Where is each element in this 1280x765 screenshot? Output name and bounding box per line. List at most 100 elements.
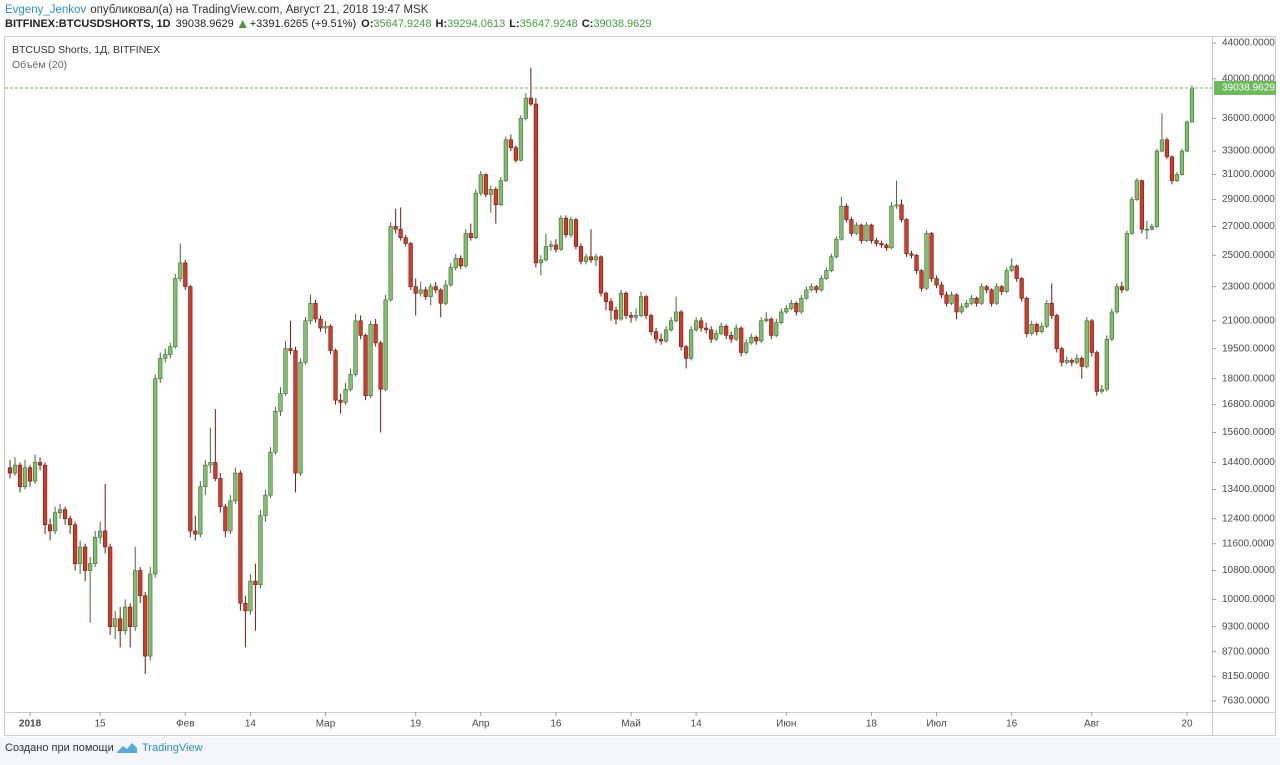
candle-body: [734, 327, 739, 340]
candle-body: [904, 219, 909, 255]
candle-body: [128, 606, 133, 627]
candle-body: [984, 286, 989, 291]
candle-body: [243, 602, 248, 612]
candle-body: [1139, 180, 1144, 230]
candle-body: [198, 486, 203, 535]
y-tick-label: 36000.0000: [1222, 113, 1275, 124]
candle-body: [323, 325, 328, 329]
brand[interactable]: TradingView: [142, 742, 203, 754]
candle-body: [809, 286, 814, 291]
candle-body: [1184, 121, 1190, 152]
candle-body: [178, 262, 183, 279]
candle-body: [909, 253, 914, 256]
high-label: H:: [436, 18, 448, 30]
candle-body: [32, 462, 38, 482]
x-tick-label: 15: [95, 719, 107, 730]
close-label: C:: [582, 18, 594, 30]
x-tick-label: 16: [1006, 719, 1018, 730]
y-tick-label: 8700.0000: [1222, 646, 1270, 657]
candle-body: [313, 303, 318, 320]
candle-body: [844, 205, 849, 220]
candle-body: [533, 103, 538, 264]
brand-logo[interactable]: [117, 743, 137, 753]
candle-body: [518, 118, 523, 161]
y-tick-label: 12400.0000: [1222, 513, 1275, 524]
candle-body: [744, 342, 749, 353]
candle-body: [303, 320, 308, 363]
y-tick-label: 23000.0000: [1222, 281, 1275, 292]
candle-body: [1179, 150, 1185, 175]
candle-body: [468, 233, 473, 239]
candle-body: [133, 570, 138, 627]
candle-body: [979, 286, 984, 304]
candle-body: [488, 189, 493, 195]
candle-body: [483, 174, 488, 195]
candle-body: [333, 350, 338, 401]
candle-body: [804, 289, 809, 299]
symbol-line: BITFINEX:BTCUSDSHORTS, 1D 39038.9629 +3391…: [5, 18, 652, 30]
up-arrow: [238, 20, 247, 28]
footer-text: Создано при помощи: [5, 742, 114, 754]
candle-body: [458, 258, 463, 267]
candle-body: [919, 270, 924, 289]
candle-body: [228, 500, 233, 532]
x-tick-label: 19: [410, 719, 422, 730]
x-tick-label: 16: [550, 719, 562, 730]
x-tick-label: 14: [691, 719, 703, 730]
candle-body: [398, 228, 403, 239]
candle-body: [648, 315, 654, 332]
candle-body: [653, 331, 659, 340]
candle-body: [1069, 360, 1074, 363]
y-tick-label: 31000.0000: [1222, 169, 1275, 180]
candle-body: [724, 325, 729, 336]
candle-body: [288, 348, 293, 351]
candle-body: [388, 226, 393, 301]
candle-body: [108, 546, 113, 627]
y-tick-label: 16800.0000: [1222, 399, 1275, 410]
candle-body: [749, 336, 754, 344]
candle-body: [473, 192, 478, 239]
candle-body: [1024, 297, 1029, 334]
candle-body: [538, 259, 543, 264]
x-tick-label: Июл: [926, 719, 946, 730]
change: +3391.6265 (+9.51%): [250, 18, 356, 30]
candle-body: [628, 315, 634, 318]
candle-body: [1064, 360, 1069, 363]
y-tick-label: 33000.0000: [1222, 146, 1275, 157]
x-tick-label: 18: [866, 719, 878, 730]
candle-body: [308, 303, 313, 322]
candle-body: [558, 217, 564, 250]
candle-body: [588, 256, 594, 261]
candle-body: [203, 464, 208, 488]
publisher[interactable]: Evgeny_Jenkov: [5, 4, 86, 16]
x-tick-label: Апр: [472, 719, 490, 730]
candle-body: [774, 322, 779, 336]
candle-body: [1019, 278, 1024, 299]
y-tick-label: 21000.0000: [1222, 315, 1275, 326]
x-tick-label: 20: [1181, 719, 1193, 730]
candle-body: [879, 243, 884, 246]
candle-body: [1129, 199, 1134, 234]
y-tick-label: 25000.0000: [1222, 250, 1275, 261]
candle-body: [553, 244, 559, 250]
candle-body: [548, 244, 554, 247]
candle-body: [1169, 156, 1175, 181]
candle-body: [829, 256, 834, 271]
candle-body: [1074, 358, 1079, 363]
y-tick-label: 10800.0000: [1222, 565, 1275, 576]
open-value: 35647.9248: [373, 18, 431, 30]
candle-body: [503, 139, 508, 181]
candle-body: [573, 219, 579, 247]
candle-body: [618, 292, 624, 320]
candle-body: [819, 278, 824, 291]
candle-body: [12, 464, 18, 474]
candle-body: [513, 147, 518, 161]
y-tick-label: 44000.0000: [1222, 38, 1275, 49]
candle-body: [633, 315, 639, 318]
last-price-label: 39038.9629: [1222, 83, 1275, 94]
candle-body: [638, 296, 644, 316]
low-value: 35647.9248: [520, 18, 578, 30]
candle-body: [663, 329, 669, 342]
candle-body: [268, 451, 273, 496]
candle-body: [1009, 265, 1014, 271]
